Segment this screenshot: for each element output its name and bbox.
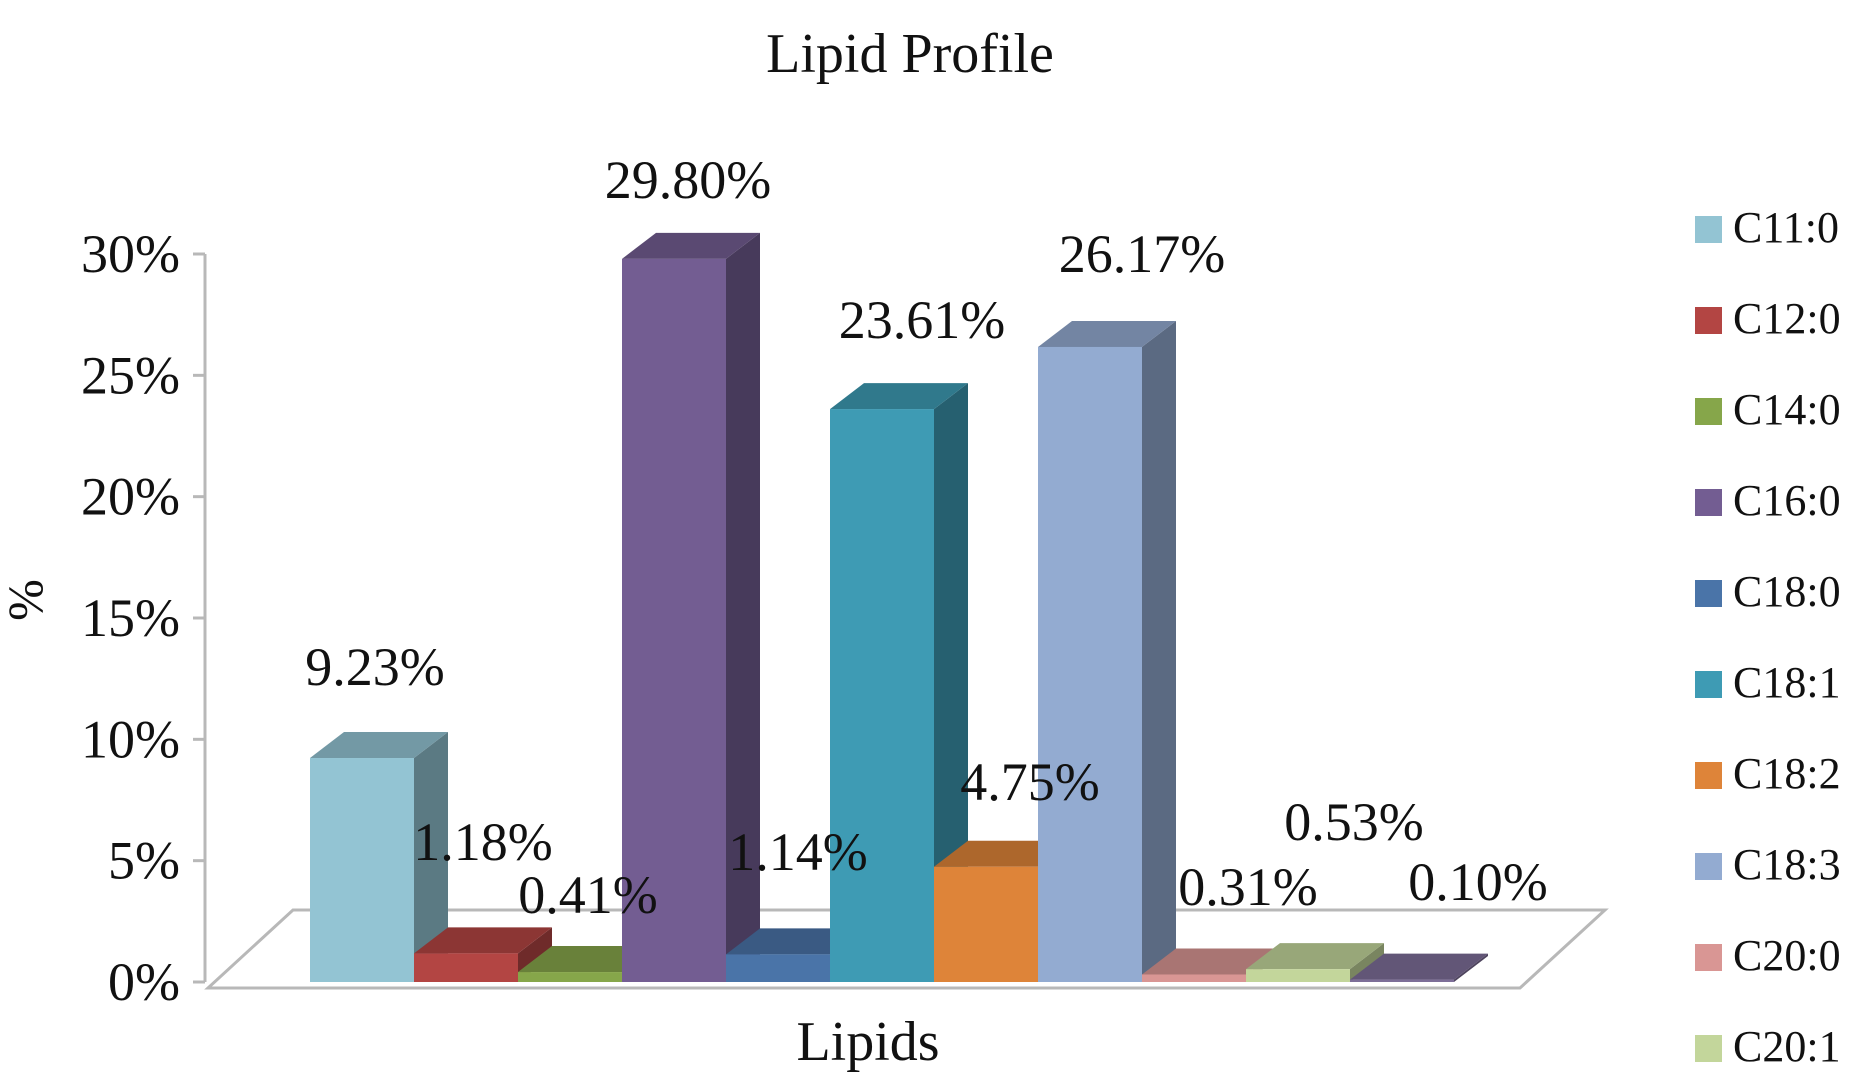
legend-item-c12-0: C12:0 bbox=[1695, 294, 1841, 343]
bar-top bbox=[1350, 953, 1488, 980]
value-label-c18-0: 1.14% bbox=[728, 822, 867, 882]
bar-c22-0 bbox=[1350, 953, 1488, 982]
y-tick-label: 0% bbox=[108, 952, 180, 1012]
bar-side bbox=[934, 383, 968, 983]
bar-side bbox=[414, 732, 448, 982]
bar-top bbox=[414, 927, 552, 954]
legend-item-c20-1: C20:1 bbox=[1695, 1022, 1841, 1071]
legend-item-c18-3: C18:3 bbox=[1695, 840, 1841, 889]
bar-front bbox=[1038, 346, 1142, 982]
value-label-c20-0: 0.31% bbox=[1178, 857, 1317, 917]
y-tick-label: 5% bbox=[108, 831, 180, 891]
bar-front bbox=[1142, 974, 1246, 982]
legend-item-c14-0: C14:0 bbox=[1695, 385, 1841, 434]
y-axis: 0% 5% 10% 15% 20% 25% 30% bbox=[81, 224, 207, 1012]
legend: C11:0 C12:0 C14:0 C16:0 C18:0 C18:1 C18:2 C18:3… bbox=[1695, 203, 1841, 1071]
bar-top bbox=[934, 840, 1072, 867]
bar-front bbox=[830, 409, 934, 983]
bar-top bbox=[1038, 320, 1176, 347]
legend-label: C20:1 bbox=[1733, 1022, 1841, 1071]
legend-label: C18:1 bbox=[1733, 658, 1841, 707]
bar-c16-0 bbox=[622, 232, 760, 982]
y-tick-label: 15% bbox=[81, 588, 180, 648]
bar-c18-1 bbox=[830, 383, 968, 983]
bar-c18-3 bbox=[1038, 320, 1176, 982]
x-axis-label: Lipids bbox=[796, 1011, 939, 1073]
bar-c20-1 bbox=[1246, 943, 1384, 982]
legend-swatch bbox=[1695, 944, 1722, 971]
legend-item-c18-2: C18:2 bbox=[1695, 749, 1841, 798]
bar-top bbox=[1142, 948, 1280, 975]
bar-front bbox=[1246, 969, 1350, 982]
bars-group bbox=[310, 232, 1488, 983]
legend-item-c11-0: C11:0 bbox=[1695, 203, 1839, 252]
value-label-c22-0: 0.10% bbox=[1408, 852, 1547, 912]
y-axis-label: % bbox=[0, 579, 53, 621]
bar-top bbox=[830, 383, 968, 410]
legend-label: C16:0 bbox=[1733, 476, 1841, 525]
legend-label: C20:0 bbox=[1733, 931, 1841, 980]
legend-item-c20-0: C20:0 bbox=[1695, 931, 1841, 980]
bar-c12-0 bbox=[414, 927, 552, 982]
legend-item-c18-0: C18:0 bbox=[1695, 567, 1841, 616]
legend-item-c16-0: C16:0 bbox=[1695, 476, 1841, 525]
bar-top bbox=[1246, 943, 1384, 970]
legend-label: C18:3 bbox=[1733, 840, 1841, 889]
y-tick-label: 30% bbox=[81, 224, 180, 284]
y-tick-label: 10% bbox=[81, 709, 180, 769]
legend-label: C18:2 bbox=[1733, 749, 1841, 798]
bar-top bbox=[726, 928, 864, 955]
legend-swatch bbox=[1695, 307, 1722, 334]
legend-swatch bbox=[1695, 580, 1722, 607]
legend-swatch bbox=[1695, 216, 1722, 243]
legend-item-c18-1: C18:1 bbox=[1695, 658, 1841, 707]
value-label-c20-1: 0.53% bbox=[1284, 792, 1423, 852]
bar-front bbox=[726, 954, 830, 982]
bar-side bbox=[726, 232, 760, 982]
legend-swatch bbox=[1695, 1035, 1722, 1062]
y-tick-label: 20% bbox=[81, 467, 180, 527]
legend-label: C14:0 bbox=[1733, 385, 1841, 434]
value-label-c18-1: 23.61% bbox=[839, 290, 1005, 350]
bar-side bbox=[1142, 320, 1176, 982]
legend-swatch bbox=[1695, 762, 1722, 789]
y-tick-label: 25% bbox=[81, 345, 180, 405]
bar-side bbox=[1350, 943, 1384, 982]
value-label-c14-0: 0.41% bbox=[518, 865, 657, 925]
legend-swatch bbox=[1695, 671, 1722, 698]
bar-side bbox=[1454, 953, 1488, 982]
bar-c11-0 bbox=[310, 732, 448, 982]
legend-label: C11:0 bbox=[1733, 203, 1839, 252]
bar-top bbox=[622, 232, 760, 259]
legend-label: C12:0 bbox=[1733, 294, 1841, 343]
bar-top bbox=[518, 946, 656, 973]
bar-front bbox=[1350, 979, 1454, 982]
bar-front bbox=[622, 258, 726, 982]
value-labels-group: 9.23% 1.18%0.41% 29.80% 1.14% 23.61% 4.75% 26.… bbox=[305, 150, 1547, 925]
value-label-c16-0: 29.80% bbox=[605, 150, 771, 210]
legend-swatch bbox=[1695, 398, 1722, 425]
bar-front bbox=[518, 972, 622, 982]
value-label-c12-0: 1.18% bbox=[413, 812, 552, 872]
bar-front bbox=[310, 758, 414, 982]
value-label-c18-2: 4.75% bbox=[960, 752, 1099, 812]
chart-title: Lipid Profile bbox=[766, 23, 1054, 85]
legend-swatch bbox=[1695, 853, 1722, 880]
bar-front bbox=[934, 866, 1038, 982]
value-label-c11-0: 9.23% bbox=[305, 637, 444, 697]
legend-swatch bbox=[1695, 489, 1722, 516]
bar-top bbox=[310, 732, 448, 759]
legend-label: C18:0 bbox=[1733, 567, 1841, 616]
value-label-c18-3: 26.17% bbox=[1059, 224, 1225, 284]
bar-front bbox=[414, 953, 518, 982]
